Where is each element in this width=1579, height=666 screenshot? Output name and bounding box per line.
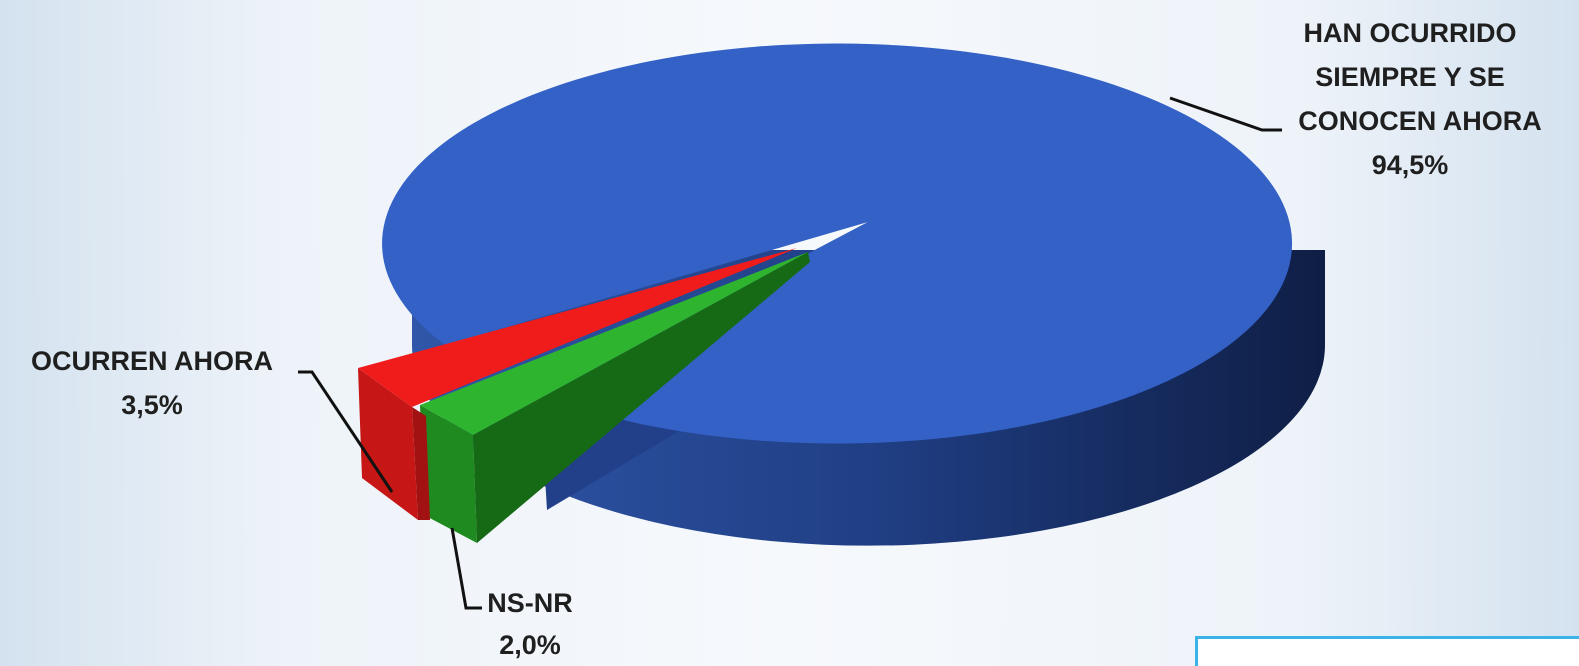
value-label-blue: 94,5% (1372, 150, 1449, 180)
slice-red-front-side (358, 368, 418, 520)
slice-group-red (358, 248, 797, 520)
leader-line-blue (1169, 96, 1282, 132)
value-label-green: 2,0% (499, 630, 561, 660)
leader-line-red (298, 370, 394, 493)
slice-green-right-side (473, 252, 810, 543)
label-blue-line-3: CONOCEN AHORA (1298, 106, 1542, 136)
label-red-line-1: OCURREN AHORA (31, 346, 273, 376)
leader-line-green (450, 527, 482, 610)
label-green-line-1: NS-NR (487, 588, 573, 618)
corner-frame (1195, 636, 1579, 666)
slice-blue-top (382, 43, 1293, 444)
slice-group-green (420, 252, 810, 543)
label-blue-line-2: SIEMPRE Y SE (1315, 62, 1505, 92)
slice-red-top (358, 248, 797, 407)
value-label-red: 3,5% (121, 390, 183, 420)
slice-green-top (420, 252, 808, 435)
label-blue-line-1: HAN OCURRIDO (1304, 18, 1517, 48)
slice-red-inner-edge (412, 407, 430, 520)
slice-green-front-side (420, 405, 477, 543)
